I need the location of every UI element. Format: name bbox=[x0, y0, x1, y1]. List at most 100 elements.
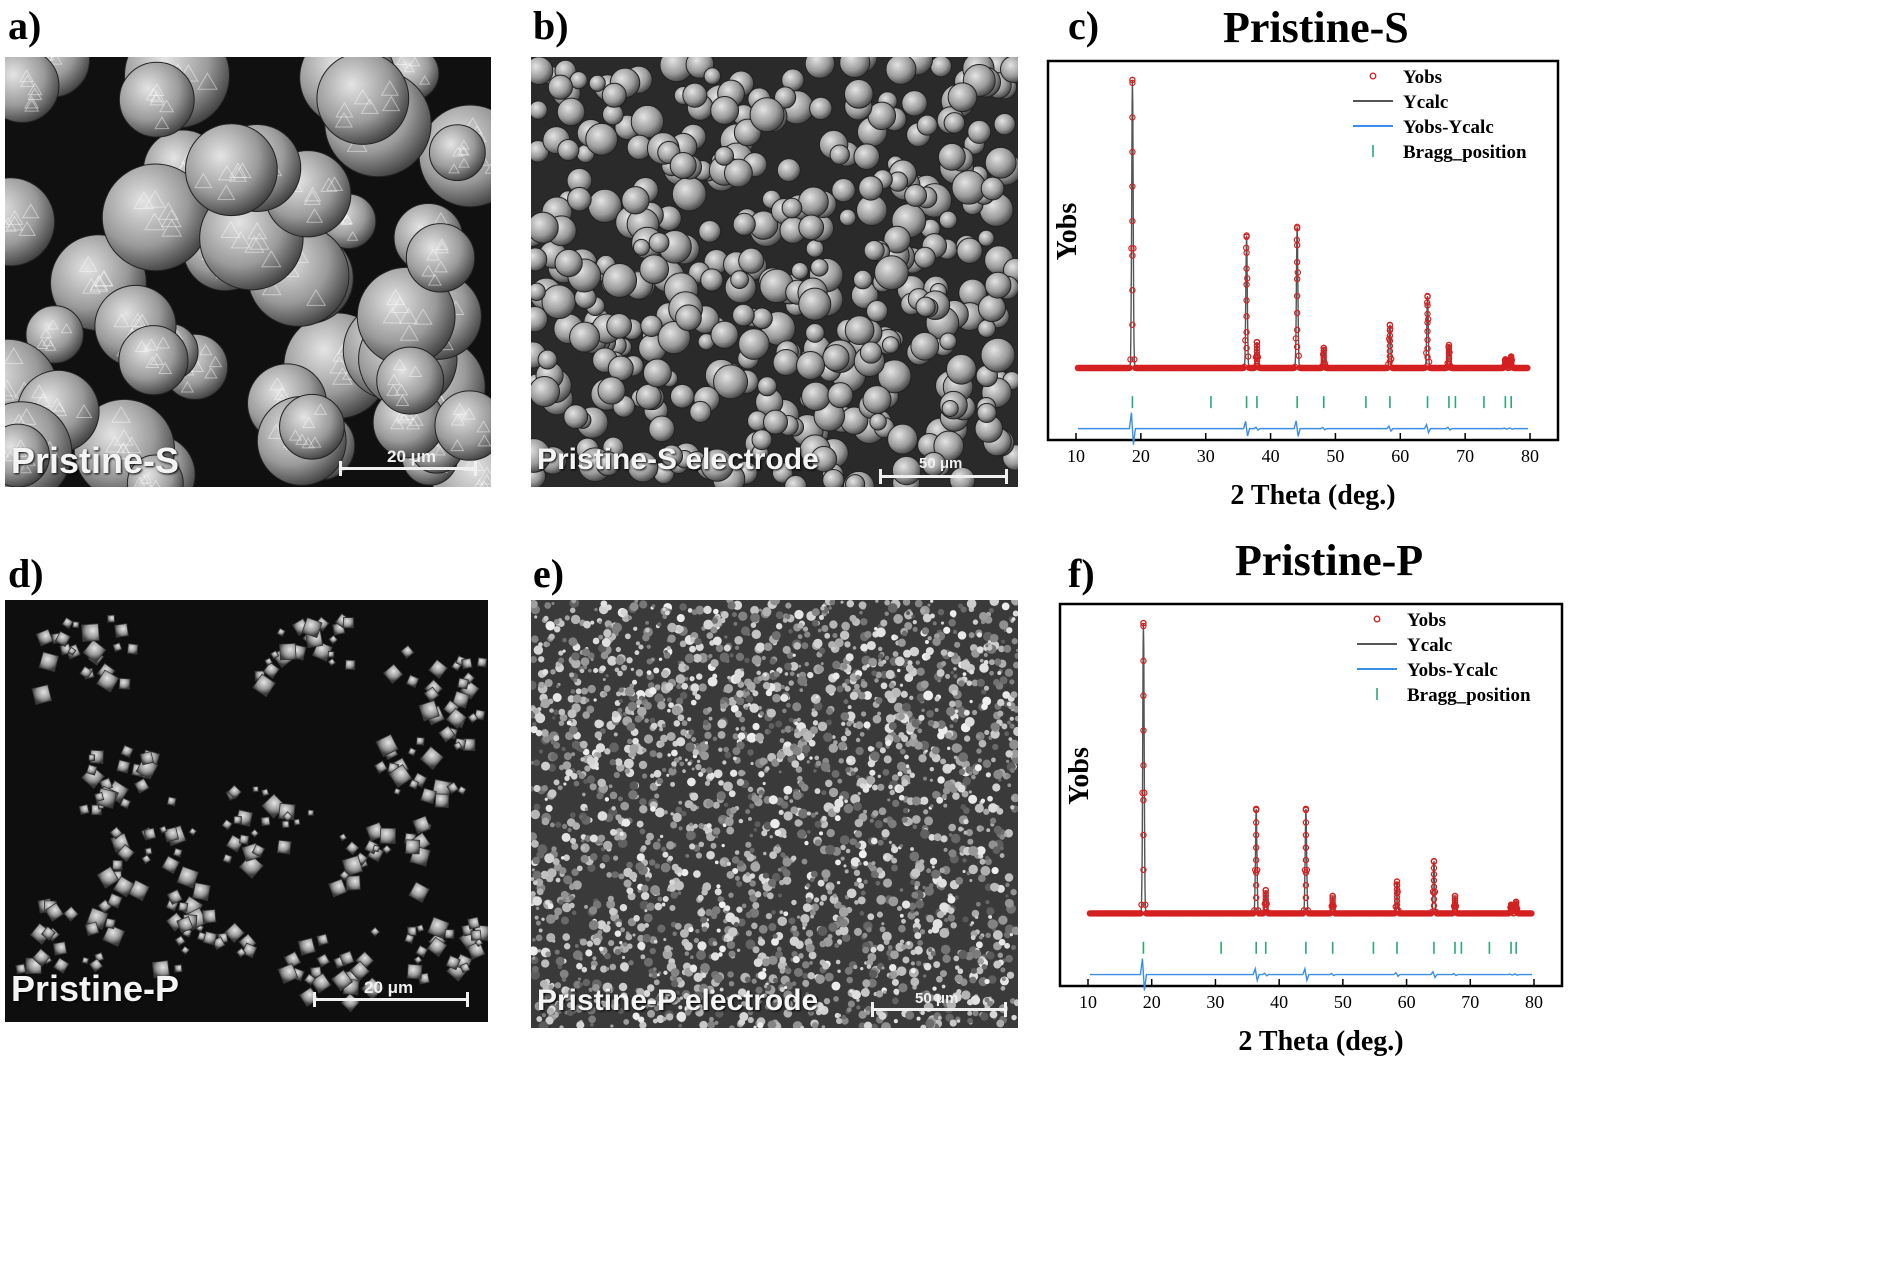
particle bbox=[307, 809, 314, 817]
facet bbox=[154, 116, 170, 130]
grain bbox=[795, 766, 803, 773]
grain bbox=[1014, 806, 1018, 812]
yobs-point bbox=[1129, 287, 1136, 294]
grain bbox=[601, 638, 611, 647]
grain bbox=[670, 968, 680, 977]
particle bbox=[413, 955, 423, 965]
grain bbox=[893, 1019, 898, 1024]
grain bbox=[860, 618, 868, 626]
yobs-point bbox=[1302, 805, 1310, 813]
particle bbox=[810, 258, 829, 277]
grain bbox=[821, 1025, 826, 1028]
grain bbox=[782, 876, 792, 885]
grain bbox=[709, 1016, 714, 1022]
facet bbox=[19, 69, 35, 83]
x-tick-label: 50 bbox=[1326, 446, 1344, 466]
grain bbox=[571, 910, 577, 916]
yobs-point bbox=[1430, 883, 1438, 890]
grain bbox=[691, 609, 698, 616]
grain bbox=[958, 826, 964, 832]
grain bbox=[1005, 773, 1011, 779]
grain bbox=[880, 682, 888, 690]
particle bbox=[400, 644, 415, 659]
grain bbox=[926, 914, 934, 923]
grain bbox=[791, 760, 800, 768]
grain bbox=[792, 746, 802, 756]
particle bbox=[531, 100, 548, 120]
grain bbox=[840, 844, 846, 851]
grain bbox=[980, 619, 986, 625]
grain bbox=[609, 791, 618, 800]
grain bbox=[571, 659, 581, 669]
grain bbox=[978, 935, 984, 940]
grain bbox=[843, 864, 847, 868]
grain bbox=[940, 661, 947, 667]
grain bbox=[997, 698, 1005, 707]
legend-label: Yobs-Ycalc bbox=[1403, 117, 1494, 138]
grain bbox=[789, 661, 799, 671]
grain bbox=[689, 645, 696, 653]
grain bbox=[906, 941, 911, 946]
yobs-point bbox=[1424, 353, 1431, 361]
grain bbox=[810, 870, 818, 878]
facet bbox=[161, 218, 183, 237]
grain bbox=[918, 991, 929, 1002]
particle bbox=[238, 834, 250, 845]
grain bbox=[562, 761, 572, 770]
yobs-point bbox=[1293, 309, 1301, 317]
grain bbox=[707, 706, 713, 712]
grain bbox=[548, 984, 554, 990]
grain bbox=[954, 895, 959, 900]
grain bbox=[708, 716, 713, 721]
grain bbox=[604, 748, 611, 755]
grain bbox=[608, 989, 613, 994]
grain bbox=[736, 948, 741, 952]
grain bbox=[604, 797, 610, 802]
grain bbox=[555, 877, 561, 883]
particle bbox=[595, 451, 621, 477]
facet bbox=[149, 352, 164, 366]
grain bbox=[914, 600, 923, 608]
sem-image-pristine-p: Pristine-P 20 μm bbox=[5, 600, 488, 1022]
grain bbox=[912, 626, 918, 632]
grain bbox=[850, 857, 861, 867]
grain bbox=[535, 713, 546, 724]
particle bbox=[35, 628, 54, 647]
grain bbox=[624, 633, 631, 640]
facet bbox=[261, 249, 282, 268]
grain bbox=[782, 708, 787, 714]
grain bbox=[814, 788, 821, 795]
grain bbox=[971, 774, 976, 780]
grain bbox=[545, 990, 554, 999]
grain bbox=[744, 688, 749, 692]
particle bbox=[5, 57, 60, 124]
grain bbox=[791, 925, 798, 932]
grain bbox=[693, 823, 698, 829]
grain bbox=[607, 655, 617, 666]
grain bbox=[666, 645, 671, 650]
grain bbox=[989, 670, 994, 676]
grain bbox=[618, 982, 628, 992]
grain bbox=[839, 925, 849, 936]
grain bbox=[813, 1006, 819, 1012]
grain bbox=[602, 691, 608, 697]
grain bbox=[593, 937, 601, 946]
grain bbox=[696, 1003, 703, 1010]
grain bbox=[767, 729, 772, 734]
particle bbox=[107, 614, 116, 623]
grain bbox=[563, 942, 571, 950]
particle bbox=[606, 313, 633, 339]
facet bbox=[313, 403, 328, 415]
grain bbox=[731, 856, 740, 864]
grain bbox=[604, 952, 611, 960]
grain bbox=[858, 850, 867, 859]
particle bbox=[474, 938, 484, 947]
particle bbox=[738, 247, 765, 274]
grain bbox=[901, 630, 908, 637]
particle bbox=[283, 951, 302, 969]
grain bbox=[949, 610, 957, 617]
grain bbox=[734, 875, 740, 881]
grain bbox=[727, 601, 736, 610]
particle bbox=[810, 445, 838, 473]
legend-label: Yobs-Ycalc bbox=[1407, 660, 1498, 681]
